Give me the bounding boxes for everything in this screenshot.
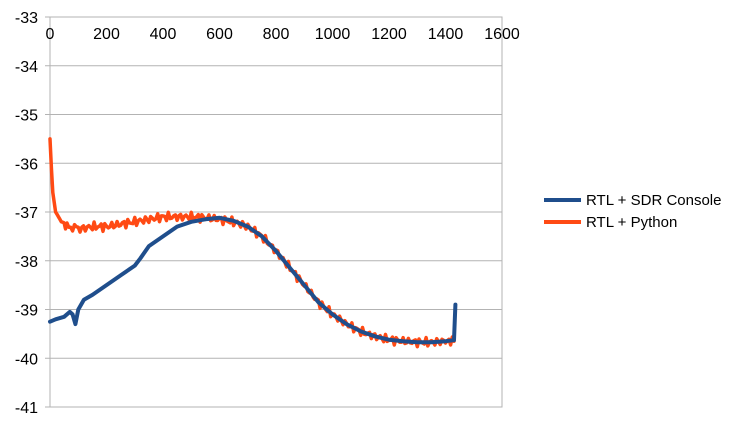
x-tick-label: 1400 [428,26,464,43]
y-axis-tick-labels: -33 -34 -35 -36 -37 -38 -39 -40 -41 [15,10,38,417]
legend-label: RTL + SDR Console [586,192,721,209]
legend: RTL + SDR Console RTL + Python [544,192,721,231]
x-tick-label: 600 [206,26,233,43]
x-tick-label: 1200 [371,26,407,43]
x-axis-tick-labels: 0 200 400 600 800 1000 1200 1400 1600 [46,26,520,43]
plot-area-frame [49,16,503,408]
y-tick-label: -36 [15,156,38,173]
y-tick-label: -35 [15,108,38,125]
x-tick-label: 800 [263,26,290,43]
x-tick-label: 1000 [315,26,351,43]
y-tick-label: -38 [15,254,38,271]
x-tick-label: 1600 [484,26,520,43]
y-tick-label: -34 [15,59,38,76]
y-tick-label: -33 [15,10,38,27]
y-tick-label: -39 [15,303,38,320]
x-tick-label: 400 [150,26,177,43]
x-tick-label: 200 [93,26,120,43]
series-line-rtl-sdr-console [48,215,458,345]
series-lines [48,137,458,349]
legend-label: RTL + Python [586,214,677,231]
y-tick-label: -37 [15,205,38,222]
x-tick-label: 0 [46,26,55,43]
y-tick-label: -41 [15,400,38,417]
y-tick-label: -40 [15,351,38,368]
